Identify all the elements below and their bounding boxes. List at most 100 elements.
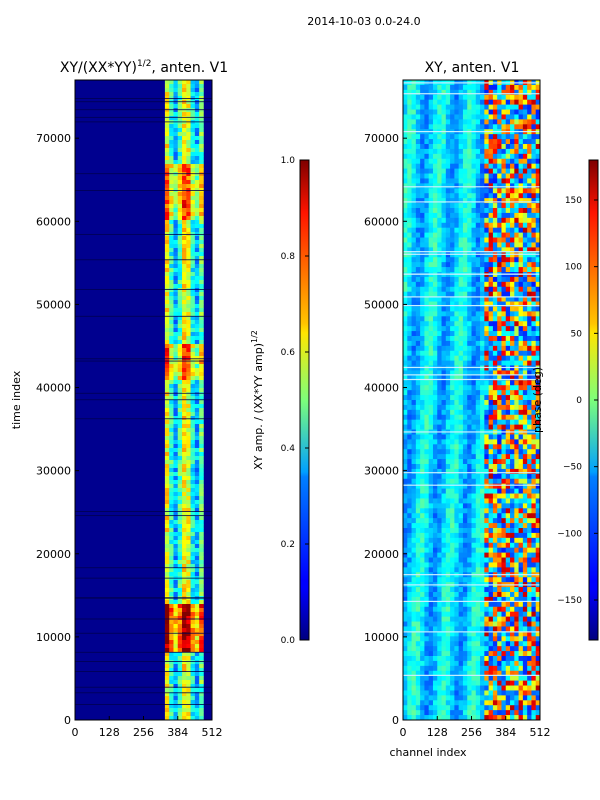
left-heatmap-cell: [186, 268, 191, 273]
left-heatmap-cell: [190, 528, 196, 533]
right-heatmap-cell: [415, 547, 421, 553]
right-heatmap-cell: [432, 454, 438, 460]
right-heatmap-cell: [432, 350, 438, 356]
right-heatmap-cell: [518, 567, 524, 573]
right-heatmap-cell: [424, 153, 429, 160]
right-heatmap-cell: [531, 321, 537, 327]
right-heatmap-cell: [411, 336, 417, 342]
right-heatmap-cell: [407, 552, 412, 558]
right-heatmap-cell: [501, 262, 507, 268]
right-heatmap-cell: [535, 370, 540, 376]
right-heatmap-cell: [437, 444, 442, 450]
right-heatmap-cell: [484, 336, 489, 342]
right-heatmap-cell: [505, 198, 511, 204]
right-heatmap-cell: [492, 257, 498, 263]
right-heatmap-cell: [424, 252, 429, 258]
left-heatmap-cell: [177, 160, 183, 165]
right-heatmap-cell: [514, 547, 519, 553]
right-heatmap-cell: [415, 360, 421, 366]
left-heatmap-cell: [186, 236, 191, 241]
right-heatmap-cell: [437, 119, 442, 125]
right-heatmap-cell: [445, 262, 451, 268]
right-heatmap-cell: [450, 360, 455, 366]
right-heatmap-cell: [527, 557, 532, 563]
left-heatmap-cell: [169, 292, 174, 297]
right-heatmap-cell: [510, 340, 515, 347]
right-heatmap-cell: [535, 208, 540, 214]
left-heatmap-cell: [182, 152, 187, 157]
right-heatmap-cell: [471, 84, 477, 91]
left-heatmap-cell: [190, 160, 196, 165]
left-heatmap-cell: [190, 408, 196, 413]
right-heatmap-cell: [535, 99, 540, 105]
right-heatmap-cell: [420, 513, 425, 519]
left-heatmap-cell: [186, 432, 191, 437]
left-heatmap-cell: [199, 628, 204, 633]
right-heatmap-cell: [450, 153, 455, 160]
right-heatmap-cell: [484, 464, 489, 470]
left-heatmap-cell: [186, 668, 191, 673]
right-heatmap-cell: [441, 567, 447, 573]
right-heatmap-cell: [510, 532, 515, 539]
left-heatmap-cell: [173, 492, 179, 497]
right-heatmap-cell: [535, 114, 540, 120]
right-heatmap-cell: [514, 276, 519, 283]
right-heatmap-cell: [505, 276, 511, 283]
left-heatmap-cell: [190, 700, 196, 705]
right-heatmap-cell: [450, 232, 455, 238]
right-heatmap-cell: [488, 503, 494, 509]
right-heatmap-cell: [527, 468, 532, 475]
right-heatmap-cell: [488, 336, 494, 342]
right-heatmap-cell: [428, 562, 434, 568]
left-heatmap-cell: [199, 328, 204, 333]
right-heatmap-cell: [441, 84, 447, 91]
left-heatmap-cell: [177, 168, 183, 173]
right-heatmap-cell: [505, 355, 511, 361]
left-heatmap-cell: [186, 452, 191, 457]
left-heatmap-cell: [182, 548, 187, 553]
right-heatmap-cell: [428, 601, 434, 608]
right-heatmap-cell: [467, 227, 472, 233]
left-heatmap-cell: [190, 92, 196, 97]
right-heatmap-cell: [492, 331, 498, 337]
right-heatmap-cell: [484, 350, 489, 356]
right-panel-title: XY, anten. V1: [425, 60, 520, 76]
left-heatmap-cell: [164, 420, 170, 425]
right-heatmap-cell: [522, 134, 528, 140]
right-heatmap-cell: [475, 94, 481, 100]
right-heatmap-cell: [467, 208, 472, 214]
right-heatmap-cell: [505, 562, 511, 568]
left-heatmap-cell: [194, 216, 200, 221]
right-heatmap-cell: [484, 365, 489, 371]
right-heatmap-cell: [471, 478, 477, 484]
right-heatmap-cell: [531, 232, 537, 238]
right-heatmap-cell: [407, 414, 412, 420]
right-heatmap-cell: [510, 321, 515, 327]
right-heatmap-cell: [497, 518, 502, 524]
right-heatmap-cell: [437, 311, 442, 317]
right-heatmap-cell: [535, 577, 540, 583]
right-heatmap-cell: [514, 360, 519, 366]
right-heatmap-cell: [480, 316, 485, 322]
right-heatmap-cell: [467, 567, 472, 573]
right-heatmap-cell: [497, 114, 502, 120]
right-heatmap-cell: [454, 513, 459, 519]
right-heatmap-cell: [407, 439, 412, 445]
right-heatmap-cell: [475, 183, 481, 189]
right-heatmap-cell: [458, 183, 464, 189]
right-heatmap-cell: [475, 518, 481, 524]
right-heatmap-cell: [471, 370, 477, 376]
right-heatmap-cell: [432, 183, 438, 189]
right-heatmap-cell: [445, 468, 451, 475]
right-heatmap-cell: [522, 286, 528, 292]
left-heatmap-cell: [186, 716, 191, 720]
right-heatmap-cell: [501, 144, 507, 150]
right-heatmap-cell: [432, 567, 438, 573]
right-heatmap-cell: [407, 232, 412, 238]
right-heatmap-cell: [415, 365, 421, 371]
right-heatmap-cell: [527, 173, 532, 179]
right-heatmap-cell: [411, 183, 417, 189]
right-heatmap-cell: [501, 217, 507, 224]
right-heatmap-cell: [471, 404, 477, 411]
left-heatmap-cell: [169, 140, 174, 145]
